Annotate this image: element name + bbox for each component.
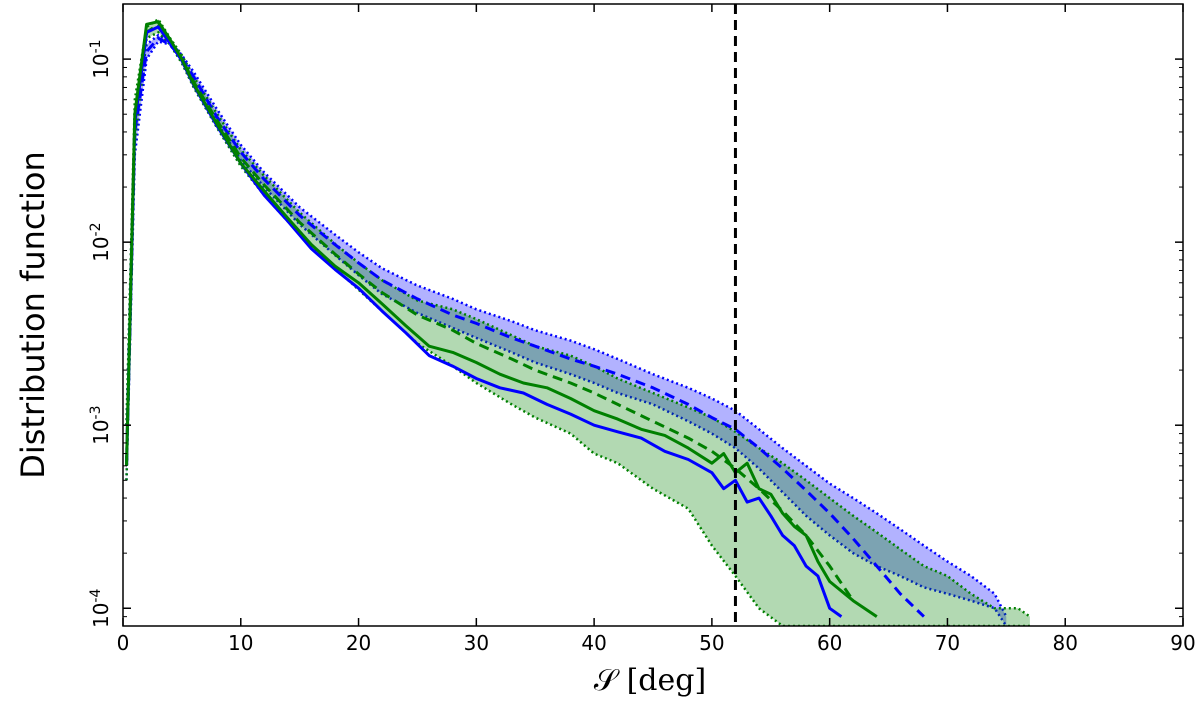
y-axis-label: Distribution function [14,151,52,479]
series-line-1 [125,22,855,602]
axis-ticks: 0 10 20 30 40 50 60 70 80 90 10-4 10-3 10-2 10-1 [88,3,1196,655]
plot-frame [122,3,1184,627]
x-tick-label: 50 [699,631,724,655]
confidence-bands [125,17,1031,626]
x-tick-label: 0 [117,631,130,655]
x-tick-label: 20 [346,631,371,655]
band-upper-edge-0 [125,33,1008,618]
x-tick-label: 30 [464,631,489,655]
y-tick-label: 10-1 [88,39,113,78]
x-tick-label: 10 [228,631,253,655]
series-line-3 [125,20,878,618]
band-fill-0 [126,35,1007,626]
x-tick-label: 70 [935,631,960,655]
x-tick-label: 80 [1052,631,1077,655]
x-tick-label: 60 [817,631,842,655]
y-tick-label: 10-2 [88,222,113,261]
series-line-0 [125,36,925,618]
y-tick-label: 10-3 [88,405,113,444]
x-tick-label: 40 [581,631,606,655]
series-lines [125,20,925,618]
y-tick-label: 10-4 [88,589,113,629]
x-axis-label: 𝒮 [deg] [594,663,706,698]
x-tick-label: 90 [1170,631,1195,655]
